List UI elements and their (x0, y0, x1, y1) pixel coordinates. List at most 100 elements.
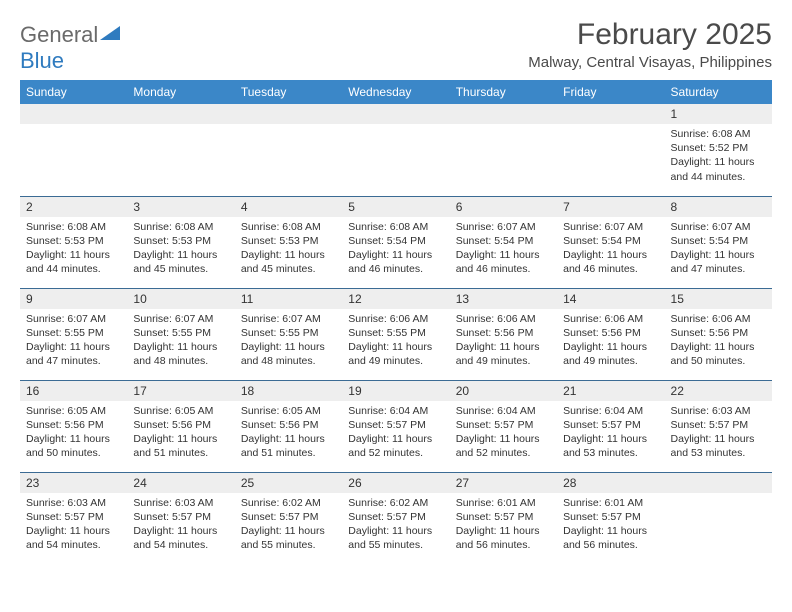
day-header: Monday (127, 80, 234, 104)
calendar-cell: 6Sunrise: 6:07 AMSunset: 5:54 PMDaylight… (450, 196, 557, 288)
calendar-week-row: 9Sunrise: 6:07 AMSunset: 5:55 PMDaylight… (20, 288, 772, 380)
day-number: 24 (127, 473, 234, 493)
day-number: 9 (20, 289, 127, 309)
day-number: 15 (665, 289, 772, 309)
day-header: Saturday (665, 80, 772, 104)
calendar-week-row: 16Sunrise: 6:05 AMSunset: 5:56 PMDayligh… (20, 380, 772, 472)
calendar-cell: 2Sunrise: 6:08 AMSunset: 5:53 PMDaylight… (20, 196, 127, 288)
calendar-cell: 9Sunrise: 6:07 AMSunset: 5:55 PMDaylight… (20, 288, 127, 380)
day-number: 22 (665, 381, 772, 401)
calendar-cell: 24Sunrise: 6:03 AMSunset: 5:57 PMDayligh… (127, 472, 234, 564)
calendar-cell: 27Sunrise: 6:01 AMSunset: 5:57 PMDayligh… (450, 472, 557, 564)
day-number: 28 (557, 473, 664, 493)
calendar-cell (450, 104, 557, 196)
day-number (235, 104, 342, 124)
logo: General Blue (20, 18, 120, 74)
day-details: Sunrise: 6:07 AMSunset: 5:54 PMDaylight:… (450, 217, 557, 281)
calendar-week-row: 1Sunrise: 6:08 AMSunset: 5:52 PMDaylight… (20, 104, 772, 196)
day-details: Sunrise: 6:04 AMSunset: 5:57 PMDaylight:… (450, 401, 557, 465)
day-details: Sunrise: 6:05 AMSunset: 5:56 PMDaylight:… (127, 401, 234, 465)
day-number: 4 (235, 197, 342, 217)
calendar-week-row: 2Sunrise: 6:08 AMSunset: 5:53 PMDaylight… (20, 196, 772, 288)
day-details: Sunrise: 6:07 AMSunset: 5:54 PMDaylight:… (665, 217, 772, 281)
calendar-cell: 20Sunrise: 6:04 AMSunset: 5:57 PMDayligh… (450, 380, 557, 472)
day-number: 26 (342, 473, 449, 493)
day-header: Sunday (20, 80, 127, 104)
day-details: Sunrise: 6:06 AMSunset: 5:56 PMDaylight:… (557, 309, 664, 373)
day-header: Friday (557, 80, 664, 104)
day-header: Thursday (450, 80, 557, 104)
logo-word1: General (20, 22, 98, 47)
calendar-table: Sunday Monday Tuesday Wednesday Thursday… (20, 80, 772, 564)
day-details: Sunrise: 6:03 AMSunset: 5:57 PMDaylight:… (665, 401, 772, 465)
calendar-cell: 3Sunrise: 6:08 AMSunset: 5:53 PMDaylight… (127, 196, 234, 288)
day-details: Sunrise: 6:08 AMSunset: 5:53 PMDaylight:… (127, 217, 234, 281)
day-number (665, 473, 772, 493)
header: General Blue February 2025 Malway, Centr… (20, 18, 772, 74)
day-number: 19 (342, 381, 449, 401)
calendar-cell: 25Sunrise: 6:02 AMSunset: 5:57 PMDayligh… (235, 472, 342, 564)
calendar-cell: 15Sunrise: 6:06 AMSunset: 5:56 PMDayligh… (665, 288, 772, 380)
day-number: 5 (342, 197, 449, 217)
day-number: 10 (127, 289, 234, 309)
day-header: Tuesday (235, 80, 342, 104)
calendar-cell (127, 104, 234, 196)
day-details: Sunrise: 6:06 AMSunset: 5:56 PMDaylight:… (450, 309, 557, 373)
day-number (127, 104, 234, 124)
day-details: Sunrise: 6:07 AMSunset: 5:55 PMDaylight:… (235, 309, 342, 373)
calendar-cell (342, 104, 449, 196)
day-details: Sunrise: 6:06 AMSunset: 5:55 PMDaylight:… (342, 309, 449, 373)
day-number: 16 (20, 381, 127, 401)
day-number (450, 104, 557, 124)
day-number: 12 (342, 289, 449, 309)
day-details: Sunrise: 6:08 AMSunset: 5:52 PMDaylight:… (665, 124, 772, 188)
calendar-cell: 18Sunrise: 6:05 AMSunset: 5:56 PMDayligh… (235, 380, 342, 472)
calendar-cell: 23Sunrise: 6:03 AMSunset: 5:57 PMDayligh… (20, 472, 127, 564)
day-number: 2 (20, 197, 127, 217)
calendar-cell: 10Sunrise: 6:07 AMSunset: 5:55 PMDayligh… (127, 288, 234, 380)
logo-triangle-icon (100, 26, 120, 47)
day-number (557, 104, 664, 124)
calendar-cell: 5Sunrise: 6:08 AMSunset: 5:54 PMDaylight… (342, 196, 449, 288)
day-header: Wednesday (342, 80, 449, 104)
calendar-cell: 21Sunrise: 6:04 AMSunset: 5:57 PMDayligh… (557, 380, 664, 472)
day-number: 23 (20, 473, 127, 493)
day-number (342, 104, 449, 124)
day-number: 8 (665, 197, 772, 217)
day-details: Sunrise: 6:04 AMSunset: 5:57 PMDaylight:… (557, 401, 664, 465)
day-details: Sunrise: 6:07 AMSunset: 5:55 PMDaylight:… (127, 309, 234, 373)
calendar-cell: 26Sunrise: 6:02 AMSunset: 5:57 PMDayligh… (342, 472, 449, 564)
calendar-cell: 13Sunrise: 6:06 AMSunset: 5:56 PMDayligh… (450, 288, 557, 380)
day-details: Sunrise: 6:06 AMSunset: 5:56 PMDaylight:… (665, 309, 772, 373)
day-details: Sunrise: 6:08 AMSunset: 5:53 PMDaylight:… (235, 217, 342, 281)
day-number: 11 (235, 289, 342, 309)
calendar-cell: 8Sunrise: 6:07 AMSunset: 5:54 PMDaylight… (665, 196, 772, 288)
day-details: Sunrise: 6:01 AMSunset: 5:57 PMDaylight:… (557, 493, 664, 557)
logo-word2: Blue (20, 48, 64, 73)
calendar-cell: 19Sunrise: 6:04 AMSunset: 5:57 PMDayligh… (342, 380, 449, 472)
calendar-body: 1Sunrise: 6:08 AMSunset: 5:52 PMDaylight… (20, 104, 772, 564)
day-number: 13 (450, 289, 557, 309)
day-number: 1 (665, 104, 772, 124)
day-details: Sunrise: 6:05 AMSunset: 5:56 PMDaylight:… (235, 401, 342, 465)
day-number: 14 (557, 289, 664, 309)
day-number (20, 104, 127, 124)
day-details: Sunrise: 6:02 AMSunset: 5:57 PMDaylight:… (235, 493, 342, 557)
day-details: Sunrise: 6:07 AMSunset: 5:55 PMDaylight:… (20, 309, 127, 373)
location-subtitle: Malway, Central Visayas, Philippines (528, 54, 772, 71)
calendar-cell: 14Sunrise: 6:06 AMSunset: 5:56 PMDayligh… (557, 288, 664, 380)
calendar-cell: 7Sunrise: 6:07 AMSunset: 5:54 PMDaylight… (557, 196, 664, 288)
calendar-cell: 16Sunrise: 6:05 AMSunset: 5:56 PMDayligh… (20, 380, 127, 472)
calendar-cell (20, 104, 127, 196)
day-number: 25 (235, 473, 342, 493)
calendar-cell (235, 104, 342, 196)
day-details: Sunrise: 6:08 AMSunset: 5:54 PMDaylight:… (342, 217, 449, 281)
calendar-cell: 28Sunrise: 6:01 AMSunset: 5:57 PMDayligh… (557, 472, 664, 564)
calendar-cell: 22Sunrise: 6:03 AMSunset: 5:57 PMDayligh… (665, 380, 772, 472)
month-title: February 2025 (528, 18, 772, 52)
day-details: Sunrise: 6:02 AMSunset: 5:57 PMDaylight:… (342, 493, 449, 557)
day-details: Sunrise: 6:07 AMSunset: 5:54 PMDaylight:… (557, 217, 664, 281)
day-number: 18 (235, 381, 342, 401)
title-block: February 2025 Malway, Central Visayas, P… (528, 18, 772, 71)
calendar-cell (665, 472, 772, 564)
